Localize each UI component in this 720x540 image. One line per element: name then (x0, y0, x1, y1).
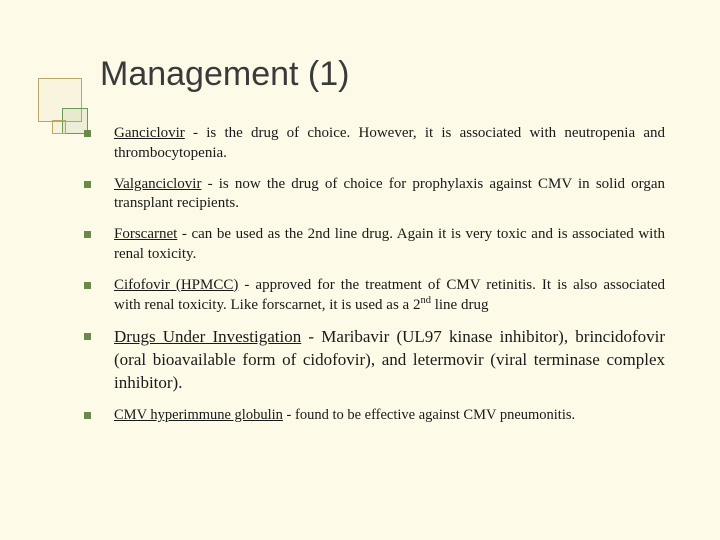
bullet-item: Forscarnet - can be used as the 2nd line… (80, 225, 665, 265)
bullet-lead: Ganciclovir (114, 125, 185, 141)
bullet-item: Valganciclovir - is now the drug of choi… (80, 175, 665, 215)
bullet-lead: Valganciclovir (114, 176, 201, 192)
bullet-item: Ganciclovir - is the drug of choice. How… (80, 124, 665, 164)
bullet-lead: Cifofovir (HPMCC) (114, 277, 238, 293)
bullet-lead: Drugs Under Investigation (114, 327, 301, 346)
slide-title: Management (1) (100, 55, 720, 94)
bullet-item: Drugs Under Investigation - Maribavir (U… (80, 326, 665, 395)
title-region: Management (1) (0, 0, 720, 94)
bullet-lead: CMV hyperimmune globulin (114, 407, 283, 423)
bullet-lead: Forscarnet (114, 226, 177, 242)
content-region: Ganciclovir - is the drug of choice. How… (0, 94, 720, 425)
superscript: nd (420, 295, 431, 306)
bullet-list: Ganciclovir - is the drug of choice. How… (80, 124, 665, 425)
bullet-item: CMV hyperimmune globulin - found to be e… (80, 406, 665, 425)
bullet-item: Cifofovir (HPMCC) - approved for the tre… (80, 276, 665, 316)
